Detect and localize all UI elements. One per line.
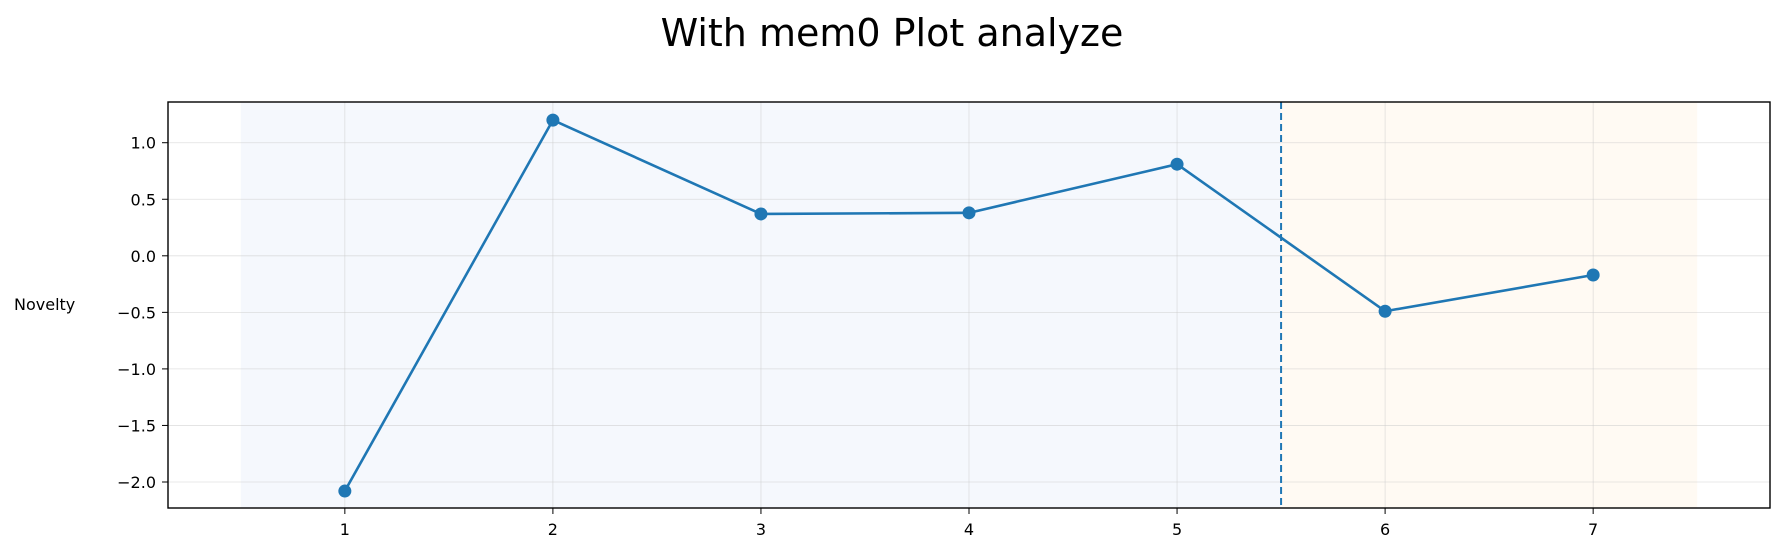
y-axis-ticks: 1.0 0.5 0.0 −0.5 −1.0 −1.5 −2.0 bbox=[117, 134, 168, 492]
y-tick-label: −0.5 bbox=[117, 303, 156, 322]
data-point-5 bbox=[1170, 157, 1184, 171]
x-tick-label: 6 bbox=[1380, 520, 1390, 539]
data-point-1 bbox=[338, 484, 352, 498]
shaded-region-2 bbox=[1281, 102, 1698, 508]
y-tick-label: −1.5 bbox=[117, 416, 156, 435]
series-group bbox=[338, 113, 1600, 498]
y-tick-label: 1.0 bbox=[131, 134, 156, 153]
data-point-6 bbox=[1378, 304, 1392, 318]
y-tick-label: 0.5 bbox=[131, 190, 156, 209]
x-tick-label: 7 bbox=[1588, 520, 1598, 539]
x-tick-label: 4 bbox=[964, 520, 974, 539]
y-tick-label: 0.0 bbox=[131, 247, 156, 266]
x-tick-label: 1 bbox=[340, 520, 350, 539]
data-point-3 bbox=[754, 207, 768, 221]
data-point-7 bbox=[1586, 268, 1600, 282]
x-tick-label: 3 bbox=[756, 520, 766, 539]
y-axis-label: Novelty bbox=[14, 295, 75, 314]
y-tick-label: −1.0 bbox=[117, 360, 156, 379]
x-tick-label: 2 bbox=[548, 520, 558, 539]
y-tick-label: −2.0 bbox=[117, 473, 156, 492]
x-axis-ticks: 1 2 3 4 5 6 7 bbox=[340, 508, 1598, 539]
data-point-4 bbox=[962, 206, 976, 220]
x-tick-label: 5 bbox=[1172, 520, 1182, 539]
data-point-2 bbox=[546, 113, 560, 127]
chart-title: With mem0 Plot analyze bbox=[661, 11, 1124, 55]
